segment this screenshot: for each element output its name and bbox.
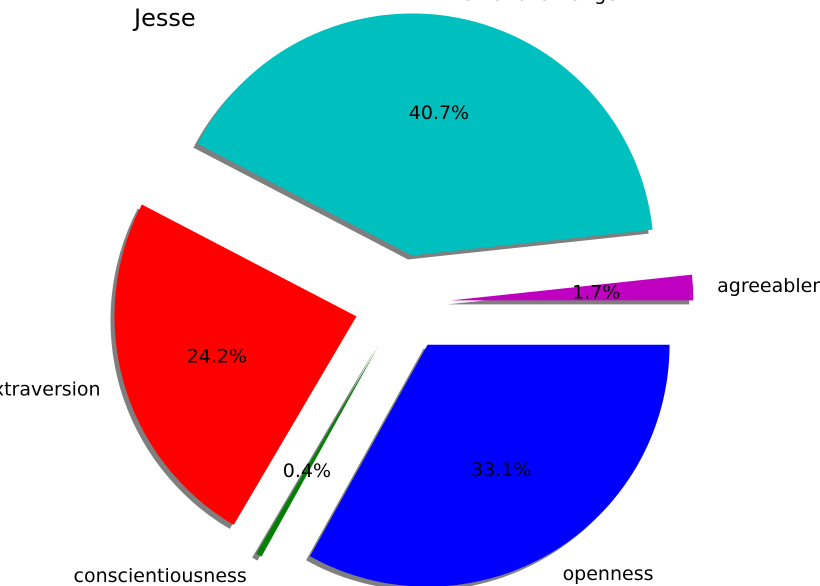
slice-label-emotional-range: emotional range xyxy=(461,0,617,5)
slice-openness xyxy=(310,344,670,586)
slice-emotional-range xyxy=(197,13,653,256)
slice-percent-agreeableness: 1.7% xyxy=(572,282,620,304)
slice-percent-openness: 33.1% xyxy=(471,459,531,481)
pie-slices xyxy=(114,13,694,586)
slice-conscientiousness xyxy=(256,345,379,557)
slice-percent-extraversion: 24.2% xyxy=(187,345,247,367)
slice-label-conscientiousness: conscientiousness xyxy=(74,565,247,586)
slice-label-extraversion: extraversion xyxy=(0,379,101,401)
slice-shadow-conscientiousness xyxy=(252,349,375,561)
slice-percent-conscientiousness: 0.4% xyxy=(283,460,331,482)
slice-label-openness: openness xyxy=(563,563,654,585)
slice-percent-emotional-range: 40.7% xyxy=(409,102,469,124)
slice-label-agreeableness: agreeableness xyxy=(717,275,820,297)
chart-title: Jesse xyxy=(132,4,196,32)
slice-extraversion xyxy=(114,204,357,525)
slice-agreeableness xyxy=(451,274,694,301)
